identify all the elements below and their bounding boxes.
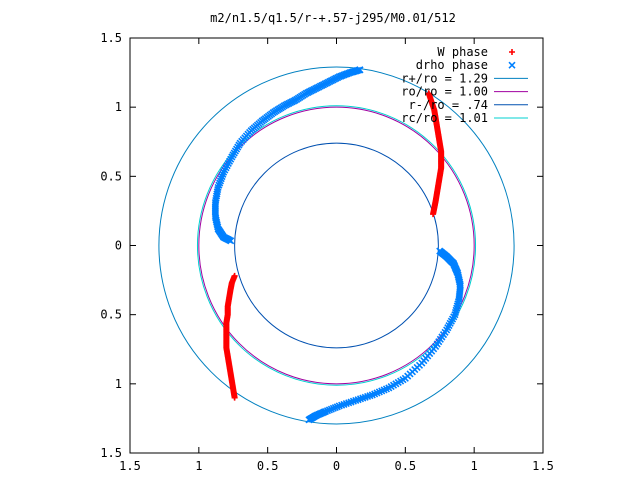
radius-circle	[196, 105, 477, 386]
radius-circle	[158, 66, 515, 425]
x-tick-label: 1	[471, 459, 478, 473]
drho-phase-point	[325, 406, 333, 414]
y-tick-label: 0	[115, 239, 122, 253]
y-tick-label: 0.5	[100, 169, 122, 183]
chart-title: m2/n1.5/q1.5/r-+.57-j295/M0.01/512	[210, 11, 456, 25]
drho-phase-point	[327, 405, 335, 413]
y-tick-label: 1	[115, 377, 122, 391]
x-tick-label: 1	[195, 459, 202, 473]
x-tick-label: 1.5	[532, 459, 554, 473]
legend-label: r-/ro = .74	[409, 98, 488, 112]
legend-label: ro/ro = 1.00	[401, 85, 488, 99]
drho-phase-point	[335, 402, 343, 410]
drho-phase-point	[451, 308, 460, 317]
w-phase-point	[231, 272, 238, 279]
x-tick-label: 0.5	[257, 459, 279, 473]
drho-phase-point	[356, 66, 364, 74]
w-phase-point	[425, 90, 432, 97]
x-tick-label: 0	[333, 459, 340, 473]
radius-circle	[234, 142, 439, 349]
radius-circles	[158, 66, 515, 425]
legend-marker	[508, 61, 516, 69]
legend-label: drho phase	[416, 58, 488, 72]
legend-label: r+/ro = 1.29	[401, 71, 488, 85]
y-tick-label: 0.5	[100, 308, 122, 322]
y-tick-label: 1.5	[100, 446, 122, 460]
drho-phase-point	[333, 403, 341, 411]
phase-points	[211, 66, 464, 424]
legend-marker	[509, 49, 515, 55]
w-phase-point	[430, 211, 437, 218]
drho-phase-point	[331, 403, 339, 412]
radius-circle	[198, 106, 475, 385]
drho-phase-point	[227, 237, 235, 245]
y-tick-label: 1	[115, 100, 122, 114]
legend-label: rc/ro = 1.01	[401, 111, 488, 125]
legend-label: W phase	[437, 45, 488, 59]
x-tick-label: 1.5	[119, 459, 141, 473]
drho-phase-point	[305, 416, 313, 424]
x-tick-label: 0.5	[394, 459, 416, 473]
y-tick-label: 1.5	[100, 31, 122, 45]
drho-phase-point	[329, 404, 337, 412]
axis-ticks: 1.5 1 0.5 0 0.5 1 1.51.510.500.511.5	[100, 31, 554, 473]
